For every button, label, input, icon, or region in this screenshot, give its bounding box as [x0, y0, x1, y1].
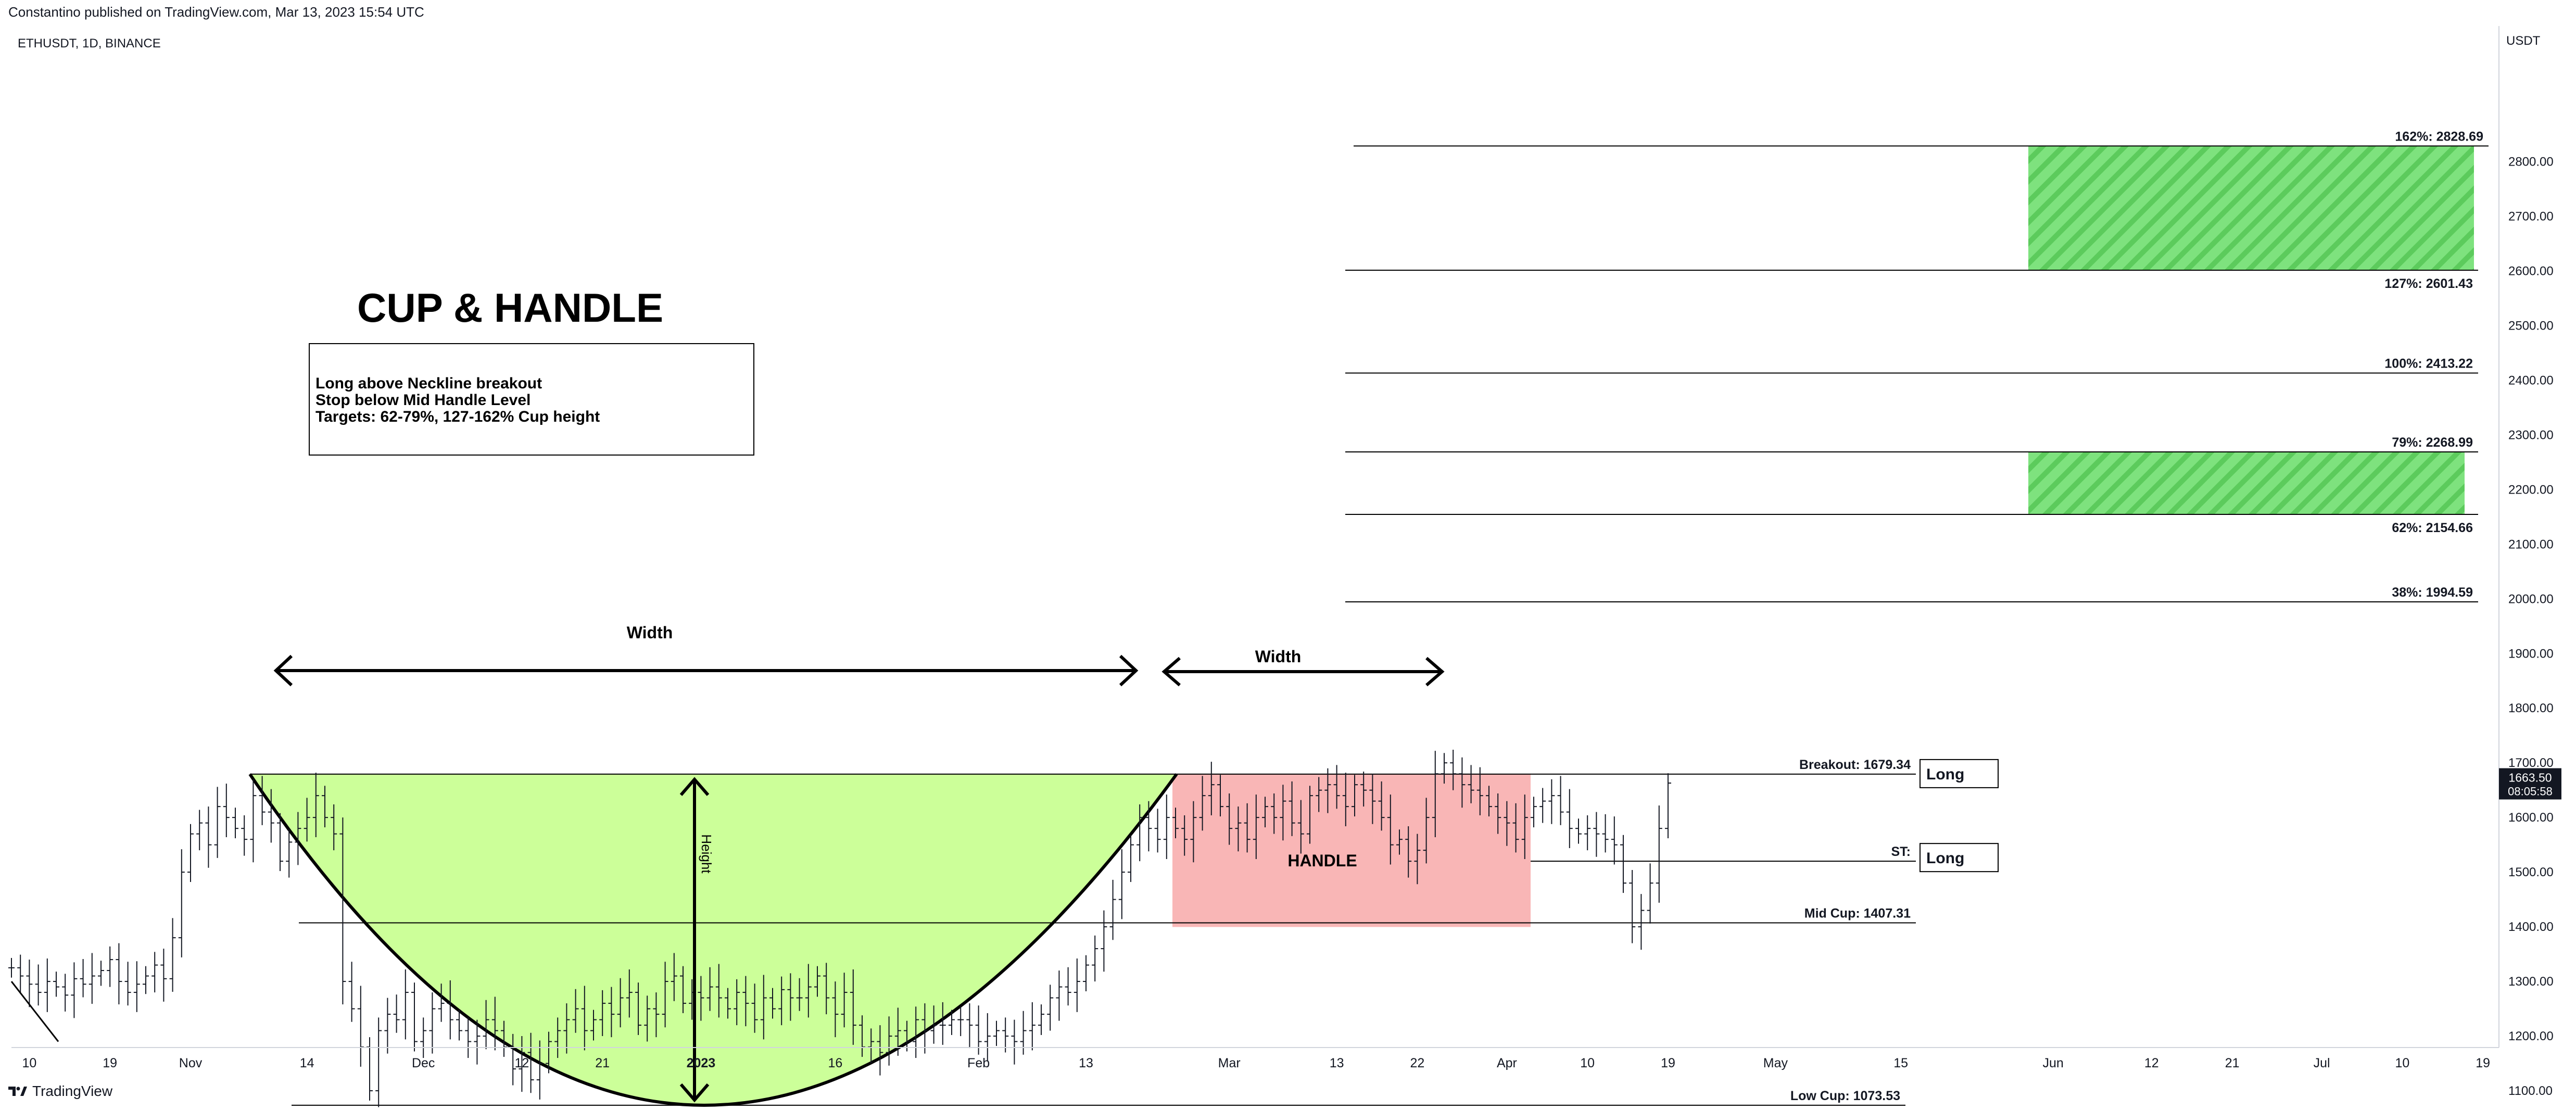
y-tick-label: 1100.00	[2508, 1084, 2553, 1098]
x-tick-label: 10	[1580, 1056, 1595, 1070]
y-tick-label: 2600.00	[2508, 264, 2554, 278]
x-tick-label: 10	[2395, 1056, 2409, 1070]
level-label: 162%: 2828.69	[2395, 129, 2483, 144]
cup-width-label: Width	[627, 623, 673, 642]
level-label: Low Cup: 1073.53	[1790, 1089, 1900, 1103]
instruction-line: Long above Neckline breakout	[315, 375, 542, 392]
y-tick-label: 2100.00	[2508, 537, 2554, 551]
instruction-box	[309, 343, 754, 456]
instruction-line: Stop below Mid Handle Level	[315, 392, 531, 409]
trend-line	[10, 981, 59, 1042]
handle-width-arrowhead-left	[1161, 657, 1181, 687]
level-label: 100%: 2413.22	[2384, 357, 2473, 371]
level-label: ST:	[1891, 844, 1911, 859]
cup-height-label: Height	[699, 834, 714, 874]
trade-tag-text: Long	[1926, 766, 1964, 783]
footer: TradingView	[8, 1083, 112, 1100]
cup-height-arrowhead-bottom	[679, 1083, 710, 1103]
target-zone	[2028, 146, 2474, 270]
level-label: Breakout: 1679.34	[1799, 758, 1911, 772]
price-axis-unit: USDT	[2506, 34, 2541, 48]
y-tick-label: 1300.00	[2508, 975, 2554, 989]
x-tick-label: 13	[1330, 1056, 1344, 1070]
cup-width-arrowhead-left	[273, 654, 293, 687]
symbol-label[interactable]: ETHUSDT, 1D, BINANCE	[18, 36, 161, 51]
y-tick-label: 1700.00	[2508, 756, 2554, 770]
x-tick-label: Apr	[1497, 1056, 1517, 1070]
x-tick-label: 14	[300, 1056, 314, 1070]
handle-width-arrowhead-right	[1425, 657, 1445, 687]
current-price-countdown: 08:05:58	[2508, 785, 2553, 798]
x-tick-label: Dec	[412, 1056, 435, 1070]
y-tick-label: 2300.00	[2508, 428, 2554, 442]
x-tick-label: 10	[22, 1056, 36, 1070]
y-tick-label: 2700.00	[2508, 210, 2554, 224]
x-tick-label: Nov	[179, 1056, 203, 1070]
y-tick-label: 1900.00	[2508, 647, 2554, 661]
handle-width-label: Width	[1255, 647, 1302, 666]
level-label: 127%: 2601.43	[2384, 276, 2473, 291]
x-tick-label: 21	[595, 1056, 610, 1070]
y-tick-label: 1400.00	[2508, 920, 2554, 934]
x-tick-label: 19	[1661, 1056, 1675, 1070]
y-tick-label: 1500.00	[2508, 865, 2554, 879]
y-tick-label: 1200.00	[2508, 1029, 2554, 1043]
x-tick-label: May	[1763, 1056, 1788, 1070]
level-label: 62%: 2154.66	[2392, 521, 2473, 535]
y-tick-label: 1600.00	[2508, 811, 2554, 825]
y-tick-label: 2000.00	[2508, 592, 2554, 606]
tradingview-logo-icon	[8, 1087, 27, 1096]
y-tick-label: 2800.00	[2508, 155, 2554, 169]
x-tick-label: 2023	[687, 1056, 716, 1070]
y-tick-label: 2500.00	[2508, 319, 2554, 333]
x-tick-label: Mar	[1218, 1056, 1241, 1070]
x-tick-label: 19	[2476, 1056, 2490, 1070]
x-tick-label: 15	[1893, 1056, 1908, 1070]
x-tick-label: Jul	[2314, 1056, 2330, 1070]
chart-title: CUP & HANDLE	[357, 285, 663, 331]
y-tick-label: 2200.00	[2508, 483, 2554, 497]
trade-tag-text: Long	[1926, 850, 1964, 867]
y-tick-label: 2400.00	[2508, 373, 2554, 387]
handle-zone	[1172, 774, 1531, 927]
cup-width-arrowhead-right	[1119, 654, 1139, 687]
x-tick-label: 22	[1410, 1056, 1424, 1070]
x-tick-label: Jun	[2042, 1056, 2063, 1070]
current-price-value: 1663.50	[2508, 771, 2552, 785]
x-tick-label: 21	[2225, 1056, 2240, 1070]
y-tick-label: 1800.00	[2508, 701, 2554, 715]
level-label: 79%: 2268.99	[2392, 435, 2473, 450]
cup-fill	[250, 774, 1177, 1105]
x-tick-label: 16	[828, 1056, 842, 1070]
trade-tag-box[interactable]	[1920, 843, 1999, 873]
x-tick-label: 12	[514, 1056, 529, 1070]
published-header: Constantino published on TradingView.com…	[8, 4, 424, 20]
level-label: Mid Cup: 1407.31	[1804, 906, 1911, 920]
level-label: 38%: 1994.59	[2392, 585, 2473, 600]
x-tick-label: 13	[1079, 1056, 1093, 1070]
target-zone	[2028, 451, 2465, 514]
x-tick-label: 12	[2144, 1056, 2159, 1070]
cup-height-arrowhead-top	[679, 777, 710, 796]
instruction-line: Targets: 62-79%, 127-162% Cup height	[315, 408, 600, 425]
footer-brand[interactable]: TradingView	[32, 1083, 113, 1099]
current-price-tag[interactable]	[2499, 768, 2561, 800]
x-tick-label: 19	[103, 1056, 117, 1070]
handle-label: HANDLE	[1287, 851, 1357, 870]
trade-tag-box[interactable]	[1920, 759, 1999, 788]
x-tick-label: Feb	[967, 1056, 990, 1070]
